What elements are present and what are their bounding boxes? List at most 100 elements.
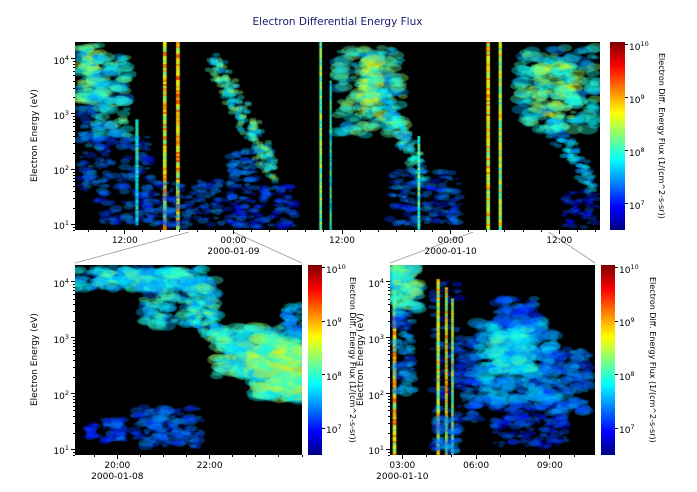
y-tick-label: 103 — [53, 108, 69, 122]
x-tick-label: 12:00 — [546, 236, 573, 246]
y-minor-tick — [73, 116, 75, 118]
x-minor-tick — [209, 455, 211, 457]
colorbar-label-bottom-left: Electron Diff. Energy Flux (1/(cm^2-s-sr… — [348, 277, 357, 443]
y-minor-tick — [388, 310, 390, 312]
y-minor-tick — [388, 298, 390, 300]
colorbar-tick — [615, 427, 618, 429]
colorbar-tick-label: 109 — [629, 92, 645, 106]
y-minor-tick — [388, 304, 390, 305]
colorbar-tick — [615, 267, 618, 269]
x-minor-tick — [524, 455, 526, 457]
x-minor-tick — [269, 230, 271, 232]
x-tick — [232, 230, 234, 234]
colorbar-tick — [625, 150, 628, 152]
y-minor-tick — [73, 432, 75, 434]
x-minor-tick — [377, 230, 379, 232]
spectrogram-canvas-bottom-right — [390, 265, 595, 455]
x-tick — [124, 230, 126, 234]
x-minor-tick — [450, 230, 452, 232]
x-minor-tick — [287, 230, 289, 232]
y-minor-tick — [388, 454, 390, 456]
y-minor-tick — [388, 290, 390, 292]
x-minor-tick — [186, 455, 188, 457]
y-tick — [386, 448, 390, 450]
x-minor-tick — [139, 455, 141, 457]
y-minor-tick — [73, 122, 75, 124]
x-minor-tick — [196, 230, 198, 232]
x-minor-tick — [305, 230, 307, 232]
x-tick-label: 00:00 — [220, 236, 247, 246]
x-minor-tick — [214, 230, 216, 232]
y-minor-tick — [388, 396, 390, 398]
y-tick-label: 101 — [368, 444, 384, 458]
y-minor-tick — [73, 135, 75, 137]
x-tick — [401, 455, 403, 459]
x-minor-tick — [160, 230, 162, 232]
y-tick-label: 104 — [53, 276, 69, 290]
y-minor-tick — [388, 350, 390, 352]
x-minor-tick — [413, 230, 415, 232]
y-minor-tick — [73, 415, 75, 417]
y-tick-label: 104 — [368, 276, 384, 290]
y-tick — [386, 281, 390, 283]
colorbar-tick-label: 107 — [629, 198, 645, 212]
y-minor-tick — [73, 126, 75, 128]
x-minor-tick — [468, 230, 470, 232]
x-tick-label: 06:00 — [463, 461, 490, 471]
y-tick-label: 102 — [53, 164, 69, 178]
y-tick — [71, 281, 75, 283]
y-minor-tick — [73, 454, 75, 456]
y-minor-tick — [73, 304, 75, 305]
y-tick-label: 102 — [368, 388, 384, 402]
y-tick — [386, 393, 390, 395]
x-tick-label: 20:00 — [104, 461, 131, 471]
x-minor-tick — [301, 455, 303, 457]
y-tick-label: 101 — [53, 444, 69, 458]
y-minor-tick — [73, 171, 75, 173]
y-minor-tick — [73, 376, 75, 378]
y-minor-tick — [388, 451, 390, 453]
colorbar-tick-label: 108 — [326, 369, 342, 383]
x-tick-label: 12:00 — [111, 236, 138, 246]
y-minor-tick — [73, 294, 75, 296]
x-date-label: 2000-01-10 — [376, 472, 429, 482]
y-minor-tick — [73, 298, 75, 300]
x-minor-tick — [574, 455, 575, 457]
y-minor-tick — [73, 227, 75, 228]
x-minor-tick — [278, 455, 280, 457]
x-tick — [475, 455, 477, 459]
x-minor-tick — [475, 455, 477, 457]
y-minor-tick — [388, 354, 390, 356]
x-tick-label: 03:00 — [389, 461, 416, 471]
x-minor-tick — [323, 230, 325, 232]
x-minor-tick — [540, 230, 542, 232]
x-minor-tick — [232, 455, 234, 457]
y-minor-tick — [73, 142, 75, 144]
y-minor-tick — [73, 130, 75, 132]
colorbar-tick-label: 107 — [326, 423, 342, 437]
y-minor-tick — [73, 354, 75, 356]
y-minor-tick — [73, 80, 75, 82]
x-minor-tick — [451, 455, 452, 457]
colorbar-label-top: Electron Diff. Energy Flux (1/(cm^2-s-sr… — [657, 53, 666, 219]
y-axis-label-bottom-right: Electron Energy (eV) — [356, 313, 366, 407]
y-minor-tick — [388, 405, 390, 407]
y-minor-tick — [73, 119, 75, 121]
x-date-label: 2000-01-09 — [207, 247, 260, 257]
y-minor-tick — [73, 422, 75, 424]
y-minor-tick — [73, 97, 75, 99]
spectrogram-canvas-bottom-left — [75, 265, 302, 455]
x-minor-tick — [522, 230, 524, 232]
colorbar-tick — [322, 320, 325, 322]
colorbar-label-bottom-right: Electron Diff. Energy Flux (1/(cm^2-s-sr… — [648, 277, 657, 443]
x-minor-tick — [232, 230, 234, 232]
y-minor-tick — [73, 284, 75, 286]
y-minor-tick — [73, 398, 75, 400]
x-minor-tick — [426, 455, 428, 457]
colorbar-tick — [322, 374, 325, 376]
x-minor-tick — [88, 230, 90, 232]
y-minor-tick — [73, 343, 75, 345]
x-minor-tick — [432, 230, 434, 232]
x-minor-tick — [341, 230, 343, 232]
